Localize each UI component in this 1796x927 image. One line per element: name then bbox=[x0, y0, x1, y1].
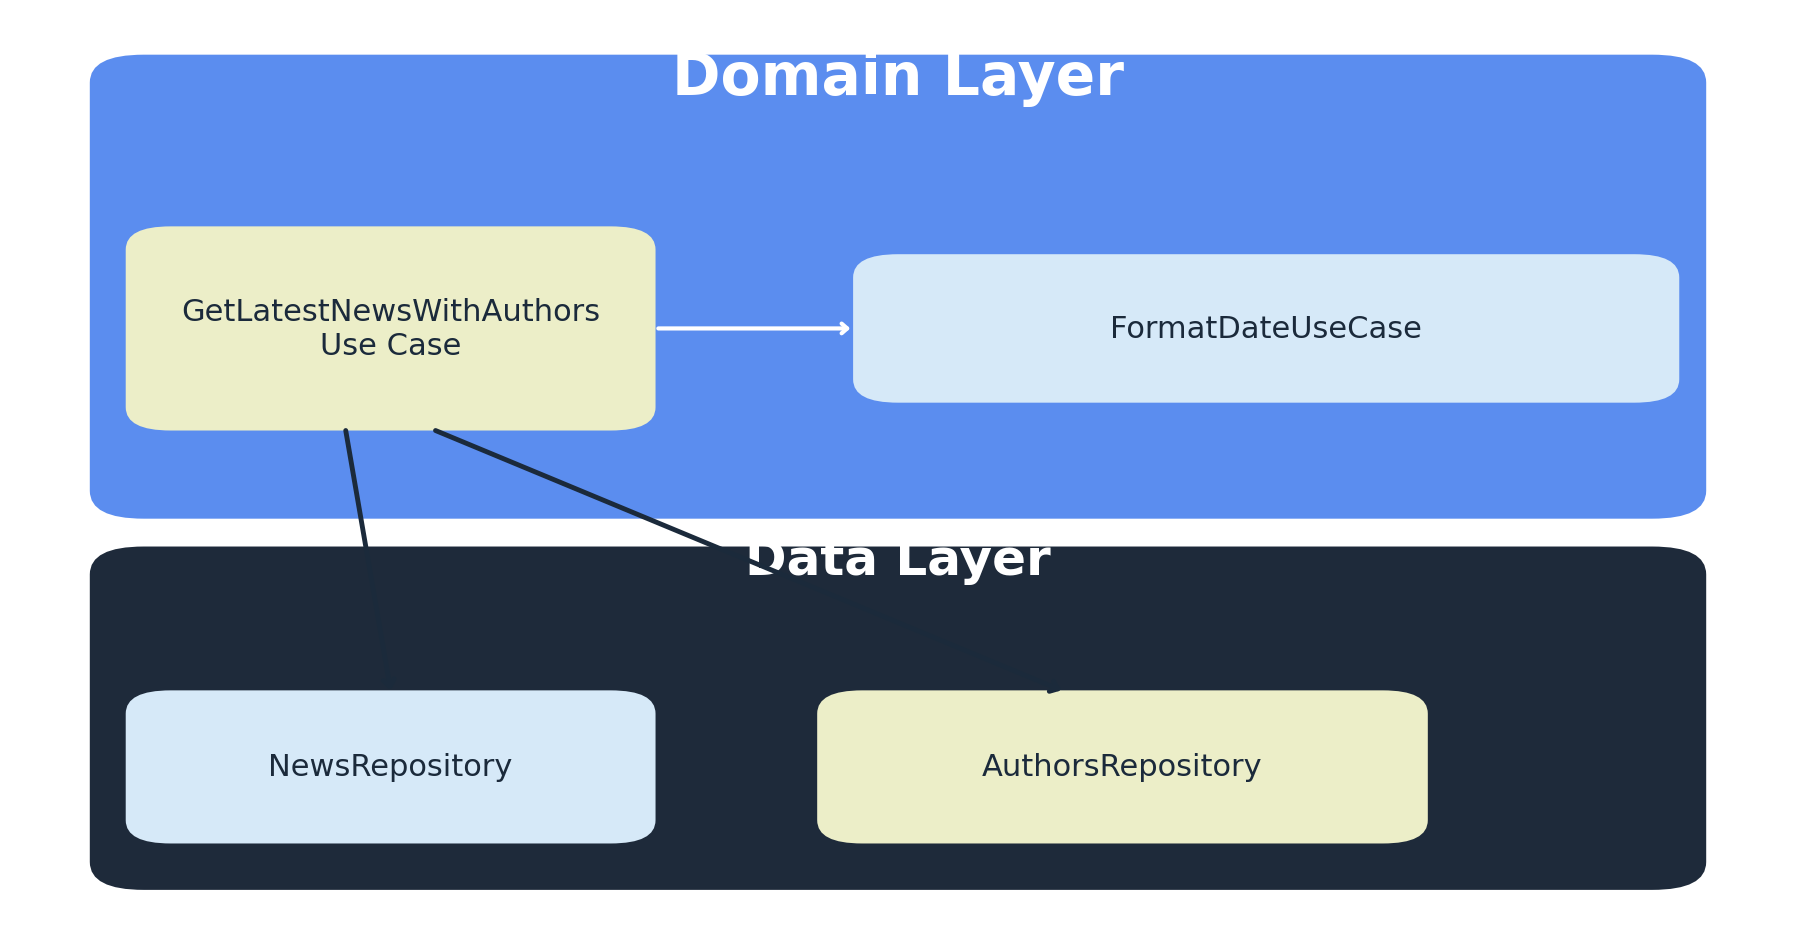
FancyBboxPatch shape bbox=[853, 255, 1679, 403]
Text: Domain Layer: Domain Layer bbox=[672, 50, 1124, 108]
Text: GetLatestNewsWithAuthors
Use Case: GetLatestNewsWithAuthors Use Case bbox=[181, 298, 600, 361]
Text: AuthorsRepository: AuthorsRepository bbox=[982, 753, 1263, 781]
FancyBboxPatch shape bbox=[126, 691, 656, 844]
Text: FormatDateUseCase: FormatDateUseCase bbox=[1110, 314, 1422, 344]
Text: NewsRepository: NewsRepository bbox=[268, 753, 514, 781]
FancyBboxPatch shape bbox=[90, 56, 1706, 519]
FancyBboxPatch shape bbox=[817, 691, 1428, 844]
FancyBboxPatch shape bbox=[126, 227, 656, 431]
FancyBboxPatch shape bbox=[90, 547, 1706, 890]
Text: Data Layer: Data Layer bbox=[745, 537, 1051, 585]
